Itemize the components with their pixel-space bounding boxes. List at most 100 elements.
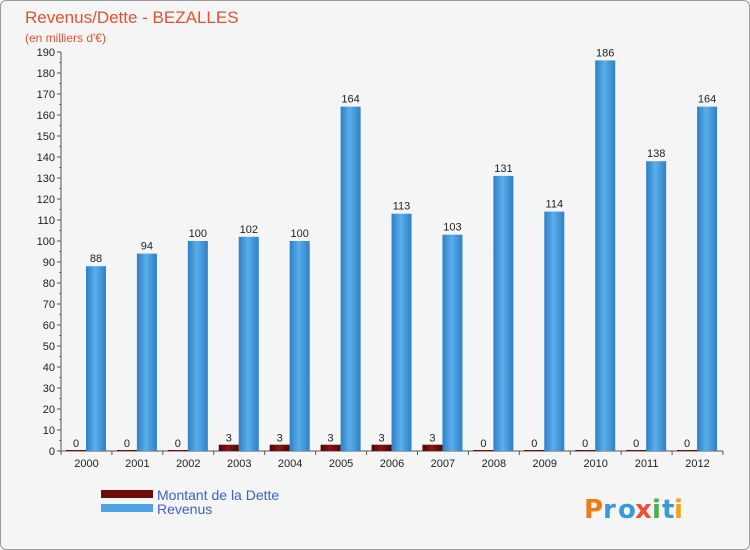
value-label-debt-2011: 0	[633, 438, 639, 450]
y-tick-label: 120	[37, 194, 55, 206]
bar-debt-2002	[167, 450, 188, 451]
bar-debt-2008	[473, 450, 494, 451]
x-tick-label: 2009	[533, 458, 557, 470]
bar-debt-2001	[116, 450, 137, 451]
value-label-revenus-2003: 102	[240, 224, 258, 236]
x-tick-label: 2000	[74, 458, 98, 470]
value-label-revenus-2004: 100	[291, 228, 309, 240]
bar-revenus-2004	[289, 241, 310, 451]
value-label-debt-2007: 3	[429, 433, 435, 445]
bar-debt-2005	[320, 444, 341, 451]
x-tick-label: 2007	[431, 458, 455, 470]
bar-debt-2009	[524, 450, 545, 451]
chart-title: Revenus/Dette - BEZALLES	[25, 8, 239, 27]
bar-revenus-2010	[595, 60, 616, 452]
logo-letter: P	[584, 495, 603, 525]
value-label-revenus-2002: 100	[189, 228, 207, 240]
value-label-revenus-2005: 164	[341, 94, 359, 106]
x-tick-label: 2006	[380, 458, 404, 470]
value-label-revenus-2007: 103	[443, 222, 461, 234]
y-tick-label: 0	[49, 446, 55, 458]
bar-debt-2003	[218, 444, 239, 451]
bar-debt-2004	[269, 444, 290, 451]
bar-revenus-2003	[238, 236, 259, 451]
bars: 0 88 0 94 0 100 3 102 3 100 3 164 3 113 3 103 0 131 0 114 0 1…	[66, 47, 718, 452]
value-label-debt-2000: 0	[73, 438, 79, 450]
y-tick-label: 30	[43, 383, 55, 395]
y-tick-label: 10	[43, 425, 55, 437]
value-label-debt-2010: 0	[582, 438, 588, 450]
value-label-debt-2008: 0	[480, 438, 486, 450]
bar-debt-2012	[677, 450, 698, 451]
logo-letter: i	[652, 495, 661, 525]
legend-label-revenus: Revenus	[157, 501, 212, 517]
value-label-debt-2004: 3	[277, 433, 283, 445]
value-label-revenus-2001: 94	[141, 241, 153, 253]
y-tick-label: 90	[43, 257, 55, 269]
y-tick-label: 190	[37, 47, 55, 59]
x-tick-label: 2008	[482, 458, 506, 470]
logo-letter: x	[635, 495, 652, 525]
y-tick-label: 140	[37, 152, 55, 164]
value-label-revenus-2011: 138	[647, 148, 665, 160]
bar-revenus-2007	[442, 234, 463, 451]
y-tick-label: 160	[37, 110, 55, 122]
legend: Montant de la Dette Revenus	[101, 487, 279, 517]
value-label-revenus-2006: 113	[393, 201, 411, 213]
logo-letter: i	[674, 495, 683, 525]
bar-revenus-2012	[697, 106, 718, 451]
value-label-revenus-2009: 114	[546, 199, 564, 211]
bar-debt-2010	[575, 450, 596, 451]
value-label-debt-2006: 3	[378, 433, 384, 445]
y-tick-label: 50	[43, 341, 55, 353]
x-tick-label: 2002	[176, 458, 200, 470]
bar-debt-2007	[422, 444, 443, 451]
value-label-revenus-2012: 164	[698, 94, 716, 106]
legend-swatch-debt	[101, 490, 153, 498]
bar-debt-2000	[66, 450, 86, 451]
y-tick-label: 60	[43, 320, 55, 332]
value-label-revenus-2010: 186	[596, 47, 614, 59]
bar-revenus-2000	[86, 266, 106, 451]
bar-revenus-2011	[646, 161, 667, 451]
y-tick-label: 70	[43, 299, 55, 311]
y-tick-label: 130	[37, 173, 55, 185]
value-label-debt-2003: 3	[226, 433, 232, 445]
legend-swatch-revenus	[101, 504, 153, 512]
y-tick-label: 170	[37, 89, 55, 101]
y-tick-label: 150	[37, 131, 55, 143]
y-tick-label: 40	[43, 362, 55, 374]
bar-revenus-2002	[187, 241, 208, 451]
value-label-debt-2001: 0	[124, 438, 130, 450]
x-tick-label: 2012	[685, 458, 709, 470]
x-tick-label: 2004	[278, 458, 302, 470]
bar-revenus-2006	[391, 213, 412, 451]
logo-letter: t	[662, 495, 674, 525]
axes: 0102030405060708090100110120130140150160…	[37, 41, 724, 470]
value-label-debt-2009: 0	[531, 438, 537, 450]
bar-revenus-2001	[136, 253, 157, 451]
chart-subtitle: (en milliers d'€)	[25, 31, 106, 45]
bar-revenus-2009	[544, 211, 565, 451]
y-tick-label: 180	[37, 68, 55, 80]
x-tick-label: 2005	[329, 458, 353, 470]
value-label-debt-2002: 0	[175, 438, 181, 450]
bar-debt-2011	[626, 450, 647, 451]
x-tick-label: 2010	[583, 458, 607, 470]
logo-letter: r	[603, 495, 616, 525]
bar-revenus-2005	[340, 106, 361, 451]
y-tick-label: 20	[43, 404, 55, 416]
x-tick-label: 2001	[125, 458, 149, 470]
value-label-revenus-2000: 88	[90, 253, 102, 265]
y-tick-label: 80	[43, 278, 55, 290]
x-tick-label: 2011	[635, 458, 659, 470]
value-label-debt-2005: 3	[328, 433, 334, 445]
logo-letter: o	[618, 495, 636, 525]
y-tick-label: 110	[37, 215, 55, 227]
bar-debt-2006	[371, 444, 392, 451]
value-label-debt-2012: 0	[684, 438, 690, 450]
legend-label-debt: Montant de la Dette	[157, 487, 279, 503]
